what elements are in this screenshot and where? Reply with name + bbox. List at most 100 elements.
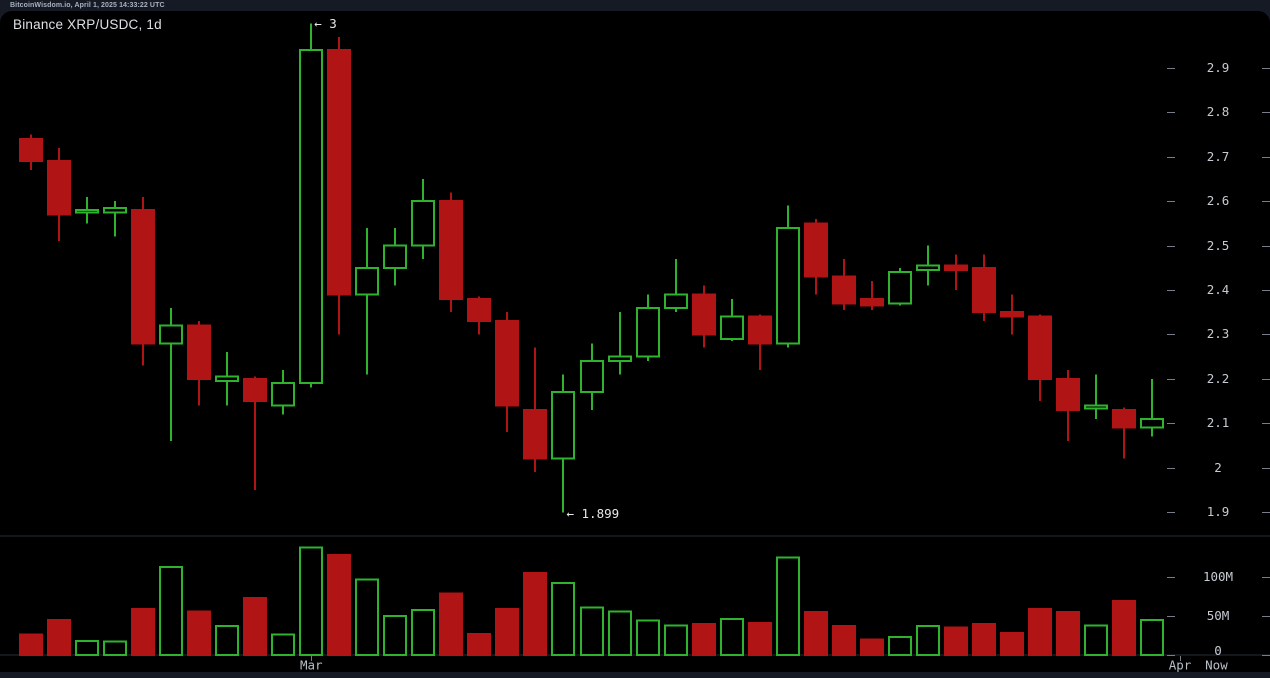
candle-body-29 [804,222,828,278]
chart-area [0,11,1270,672]
candle-body-33 [916,264,940,272]
volume-bar-35 [972,622,996,656]
candle-body-19 [523,408,547,460]
candle-body-27 [748,315,772,345]
volume-bar-26 [720,618,744,656]
candle-body-8 [215,375,239,383]
candle-body-24 [664,293,688,309]
price-tick-label: 2.2 [1207,371,1230,386]
volume-bar-37 [1028,607,1052,656]
volume-bar-2 [47,618,71,657]
volume-bar-15 [411,608,435,657]
candle-body-6 [159,324,183,345]
candle-body-32 [888,271,912,305]
volume-bar-4 [103,640,127,656]
volume-bar-13 [355,578,379,657]
volume-bar-36 [1000,632,1024,656]
status-text: BitcoinWisdom.io, April 1, 2025 14:33:22… [10,2,165,9]
candle-body-2 [47,160,71,216]
volume-bar-25 [692,622,716,656]
volume-bar-16 [439,592,463,657]
price-tick-label: 2.7 [1207,149,1230,164]
price-tick-label: 2.3 [1207,326,1230,341]
candle-body-36 [1000,311,1024,318]
volume-bar-29 [804,611,828,656]
price-tick-label: 2.4 [1207,282,1230,297]
volume-bar-40 [1112,600,1136,656]
volume-bar-23 [636,619,660,656]
candle-body-20 [551,391,575,460]
candle-body-41 [1140,417,1164,429]
candle-body-25 [692,293,716,336]
volume-bar-30 [832,625,856,657]
candle-body-17 [467,297,491,323]
volume-bar-24 [664,624,688,656]
x-axis-label: Apr [1169,658,1192,673]
candle-body-11 [299,49,323,385]
volume-bar-22 [608,610,632,657]
volume-bar-7 [187,610,211,657]
candle-body-18 [495,320,519,407]
volume-bar-10 [271,633,295,656]
candle-body-9 [243,377,267,402]
footer-bar [0,672,1270,678]
volume-bar-1 [19,633,43,656]
volume-bar-5 [131,607,155,656]
volume-bar-9 [243,597,267,656]
price-tick-label: 2.6 [1207,193,1230,208]
volume-tick-label: 100M [1203,569,1233,584]
price-annotation: ← 1.899 [566,506,619,521]
candle-body-22 [608,355,632,363]
volume-bar-41 [1140,618,1164,657]
price-tick-label: 1.9 [1207,504,1230,519]
volume-bar-27 [748,622,772,657]
price-tick-label: 2.1 [1207,415,1230,430]
candle-body-1 [19,138,43,163]
candle-body-15 [411,200,435,247]
candle-body-38 [1056,377,1080,411]
price-tick-label: 2.9 [1207,60,1230,75]
volume-bar-6 [159,565,183,656]
volume-tick-label: 50M [1207,608,1230,623]
price-tick-label: 2.5 [1207,238,1230,253]
volume-bar-20 [551,582,575,656]
candle-body-39 [1084,404,1108,410]
candle-body-28 [776,226,800,345]
candle-body-4 [103,206,127,214]
price-tick-label: 2.8 [1207,104,1230,119]
candle-body-3 [75,209,99,214]
x-axis-label: Now [1205,658,1228,673]
volume-bar-12 [327,554,351,656]
volume-tick-label: 0 [1214,643,1222,658]
candle-body-40 [1112,408,1136,429]
volume-bar-31 [860,638,884,657]
chart-title: Binance XRP/USDC, 1d [13,17,162,32]
candle-body-5 [131,209,155,345]
candle-body-31 [860,297,884,307]
volume-bar-3 [75,639,99,657]
price-annotation: ← 3 [314,16,337,31]
volume-bar-33 [916,625,940,657]
volume-bar-19 [523,572,547,656]
candle-body-35 [972,266,996,314]
candle-body-14 [383,244,407,269]
candle-body-10 [271,382,295,407]
volume-bar-18 [495,607,519,656]
volume-bar-39 [1084,624,1108,656]
volume-bar-38 [1056,611,1080,656]
volume-bar-34 [944,626,968,657]
candle-body-30 [832,275,856,305]
volume-bar-21 [580,606,604,656]
volume-bar-14 [383,615,407,656]
candle-body-16 [439,200,463,300]
price-tick-label: 2 [1214,460,1222,475]
volume-bar-32 [888,636,912,656]
volume-bar-8 [215,625,239,657]
volume-bar-17 [467,632,491,657]
candle-body-21 [580,360,604,394]
candle-body-12 [327,49,351,296]
candle-body-37 [1028,315,1052,380]
candle-body-26 [720,315,744,340]
